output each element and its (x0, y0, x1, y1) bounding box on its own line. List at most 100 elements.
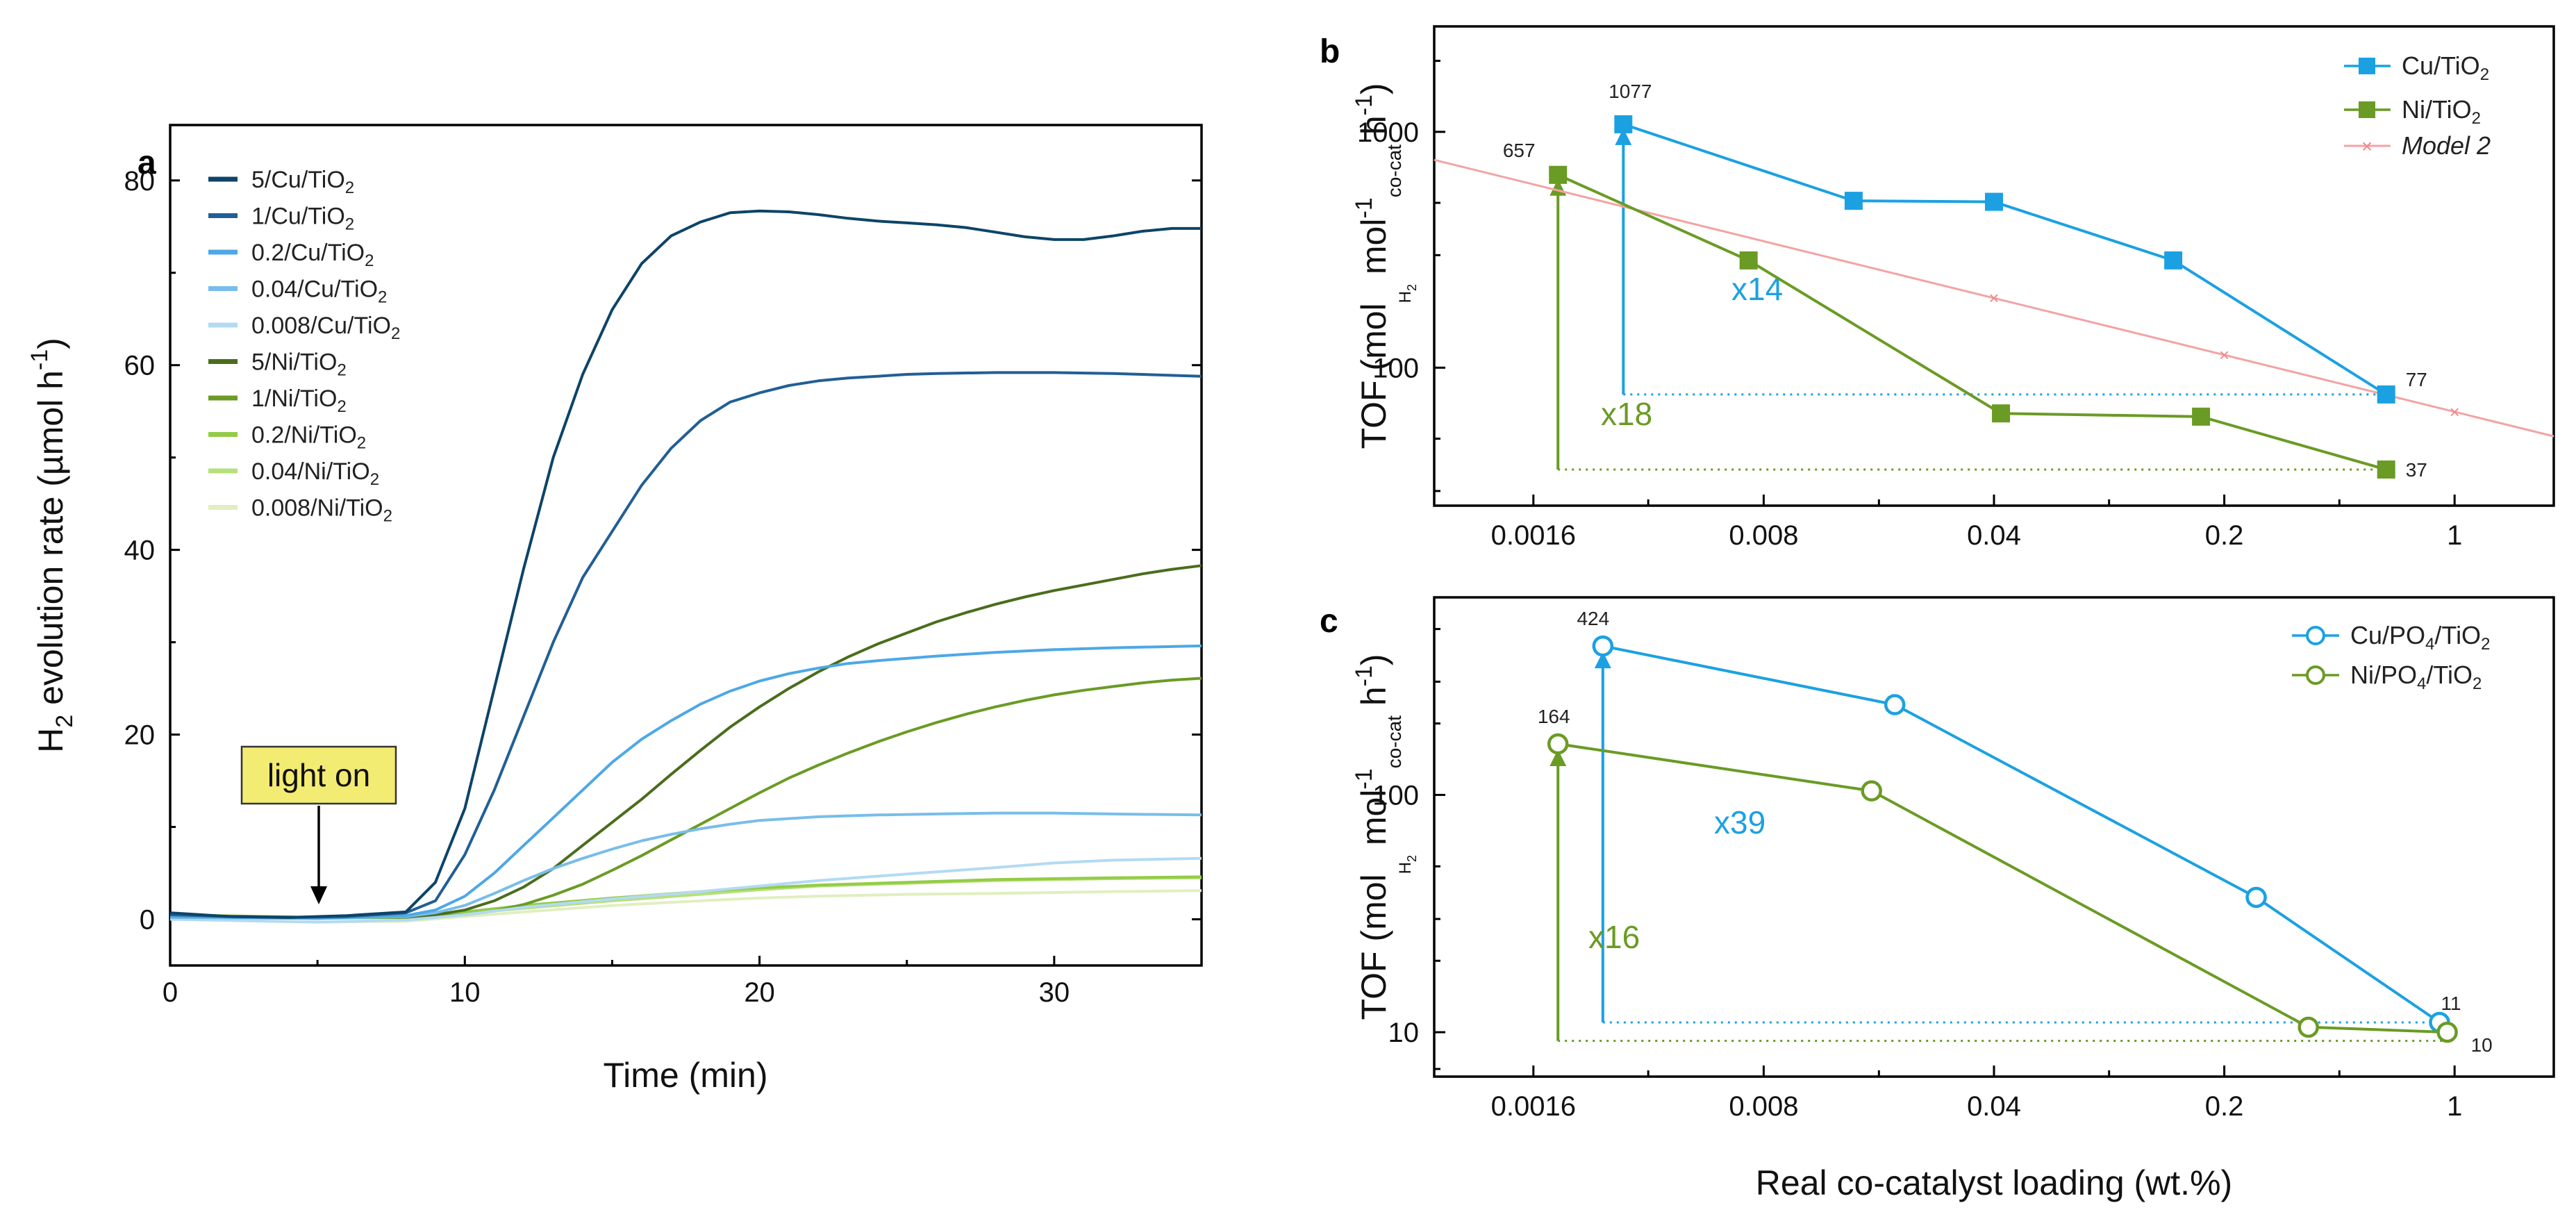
panel-c-ylabel: TOF (molH2 mol-1co-cat h-1) (1351, 654, 1419, 1020)
xtick-label: 0.2 (2205, 1091, 2244, 1122)
panel-a-series (169, 209, 1202, 924)
panel-b-legend: Cu/TiO2 Ni/TiO2 × Model 2 (2344, 51, 2491, 160)
panel-c-xlabel: Real co-catalyst loading (wt.%) (1756, 1163, 2232, 1202)
xtick-label: 1 (2447, 1091, 2462, 1122)
panel-a-legend: 5/Cu/TiO2 1/Cu/TiO2 0.2/Cu/TiO2 0.04/Cu/TiO… (208, 167, 400, 526)
model-line (1434, 158, 2554, 438)
x18-label: x18 (1601, 396, 1652, 432)
panel-c-label: c (1320, 603, 1338, 640)
data-label: 11 (2441, 993, 2461, 1014)
panel-c-legend: Cu/PO4/TiO2 Ni/PO4/TiO2 (2292, 621, 2490, 693)
xtick-label: 0.008 (1729, 520, 1798, 551)
a-series-line (169, 875, 1202, 919)
legend-cu-marker (2359, 58, 2375, 74)
a-series-line (169, 811, 1202, 920)
ytick-label: 100 (1372, 353, 1419, 383)
x16-label: x16 (1588, 919, 1640, 955)
data-label: 657 (1503, 140, 1536, 161)
a-legend-label: 1/Cu/TiO2 (251, 204, 354, 234)
panel-c-ticks: 0.0016 0.008 0.04 0.2 1 10 100 (1372, 628, 2462, 1122)
circle-marker (1861, 780, 1882, 802)
ytick-label: 1000 (1357, 117, 1419, 148)
panel-a-label: a (138, 144, 156, 181)
xtick-label: 0.0016 (1491, 520, 1576, 551)
a-ytick-label: 80 (124, 166, 156, 197)
legend-nipo4-marker (2306, 665, 2325, 685)
series-line (1622, 123, 2387, 396)
xtick-label: 0.008 (1729, 1091, 1798, 1122)
legend-cupo4-marker (2306, 626, 2325, 645)
data-label: 37 (2406, 459, 2427, 481)
ytick-label: 10 (1388, 1018, 1420, 1048)
a-legend-label: 0.04/Cu/TiO2 (251, 276, 387, 307)
panel-b-ticks: 0.0016 0.008 0.04 0.2 1 100 1000 (1357, 60, 2462, 551)
square-marker (1985, 192, 2003, 211)
a-legend-label: 0.008/Cu/TiO2 (251, 313, 400, 343)
light-on-arrowhead (310, 886, 327, 904)
a-xtick-label: 10 (449, 977, 481, 1008)
panel-a-frame (169, 124, 1203, 967)
a-legend-label: 0.04/Ni/TiO2 (251, 458, 379, 489)
legend-cupo4-label: Cu/PO4/TiO2 (2350, 621, 2490, 654)
legend-model-label: Model 2 (2402, 131, 2491, 160)
xtick-label: 0.0016 (1491, 1091, 1576, 1122)
circle-marker (2297, 1016, 2319, 1038)
a-series-line (169, 677, 1202, 919)
light-on-label: light on (267, 757, 370, 793)
panel-b-frame (1433, 25, 2555, 507)
data-label: 77 (2406, 369, 2427, 390)
ni-arrowhead (1549, 749, 1567, 767)
a-legend-label: 0.008/Ni/TiO2 (251, 495, 392, 526)
data-label: 424 (1577, 608, 1609, 629)
a-ytick-label: 20 (124, 720, 156, 751)
a-legend-label: 1/Ni/TiO2 (251, 385, 347, 416)
panel-b-ylabel: TOF (molH2 mol-1co-cat h-1) (1351, 83, 1419, 449)
square-marker (2164, 251, 2183, 269)
legend-model-marker: × (2361, 135, 2373, 157)
series-line (1602, 645, 2441, 1024)
square-marker (2377, 385, 2395, 404)
a-ytick-label: 40 (124, 536, 156, 566)
model-marker: × (2219, 345, 2229, 365)
a-legend-label: 0.2/Cu/TiO2 (251, 240, 374, 270)
model-marker: × (2450, 401, 2460, 422)
light-on-box (240, 745, 397, 805)
panel-c-series: 424 164 11 10 (1538, 608, 2493, 1056)
circle-marker (2245, 886, 2267, 909)
a-series-line (169, 644, 1202, 920)
cu-arrowhead (1615, 128, 1632, 145)
cu-arrowhead (1594, 652, 1611, 669)
circle-marker (1547, 733, 1569, 755)
a-xtick-label: 30 (1039, 977, 1070, 1008)
xtick-label: 0.04 (1967, 1091, 2021, 1122)
a-series-line (169, 209, 1202, 919)
panel-c-annotations: x39 x16 (1549, 652, 2448, 1042)
circle-marker (2436, 1021, 2458, 1043)
circle-marker (1884, 694, 1906, 715)
panel-b-series: × × × 1077 657 77 37 (1434, 81, 2554, 481)
a-series-line (169, 856, 1202, 924)
a-xtick-label: 0 (163, 977, 178, 1008)
square-marker (1614, 115, 1633, 133)
panel-c-chart: c 0.0016 0.008 0.04 0.2 1 10 100 x39 x16 424 164… (1320, 596, 2555, 1202)
series-line (1557, 173, 2387, 471)
x39-label: x39 (1714, 804, 1765, 840)
legend-ni-marker (2359, 101, 2375, 118)
circle-marker (1592, 635, 1614, 657)
square-marker (1844, 192, 1863, 210)
ytick-label: 100 (1372, 780, 1419, 811)
a-series-line (169, 371, 1202, 919)
square-marker (2192, 407, 2211, 426)
square-marker (1739, 251, 1758, 269)
series-line (1557, 743, 2448, 1034)
a-series-line (169, 876, 1202, 920)
panel-a-ylabel: H2 evolution rate (µmol h-1) (26, 338, 78, 753)
square-marker (1992, 404, 2011, 423)
panel-b-label: b (1320, 33, 1340, 70)
legend-cu-label: Cu/TiO2 (2402, 51, 2489, 84)
data-label: 1077 (1609, 81, 1652, 102)
a-legend-label: 5/Cu/TiO2 (251, 167, 354, 197)
